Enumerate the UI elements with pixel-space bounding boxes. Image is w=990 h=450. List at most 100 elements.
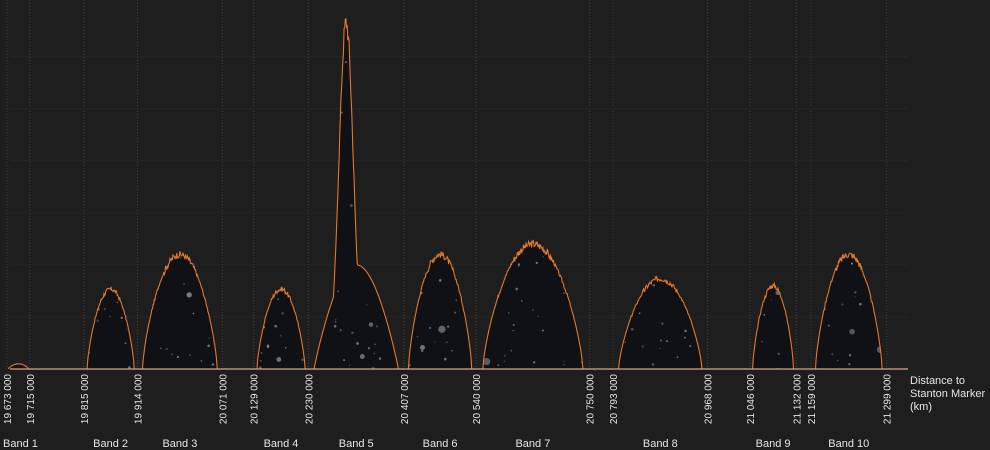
texture-speck bbox=[411, 113, 414, 117]
band-area-8 bbox=[618, 276, 702, 369]
texture-speck bbox=[242, 144, 245, 147]
texture-speck bbox=[592, 154, 595, 158]
band-label-9: Band 9 bbox=[756, 438, 791, 450]
texture-speck bbox=[513, 29, 517, 32]
texture-speck bbox=[339, 329, 342, 332]
texture-speck bbox=[699, 297, 702, 300]
texture-speck bbox=[454, 165, 458, 168]
texture-speck bbox=[757, 239, 761, 242]
texture-speck bbox=[429, 326, 432, 329]
x-tick-labels: 19 673 000 19 715 000 19 815 000 19 914 000… bbox=[3, 374, 894, 424]
texture-speck bbox=[99, 213, 103, 216]
texture-speck bbox=[443, 86, 446, 90]
texture-speck bbox=[256, 325, 259, 328]
texture-speck bbox=[513, 35, 516, 39]
texture-speck bbox=[477, 235, 482, 240]
x-tick-label: 21 132 000 bbox=[792, 374, 803, 424]
band-outline-10 bbox=[814, 252, 883, 370]
texture-speck bbox=[802, 203, 805, 207]
texture-speck bbox=[455, 299, 458, 302]
texture-speck bbox=[864, 169, 867, 173]
texture-speck bbox=[549, 175, 551, 177]
texture-speck bbox=[248, 140, 252, 144]
texture-speck bbox=[583, 117, 587, 120]
texture-speck bbox=[148, 270, 151, 273]
texture-speck bbox=[491, 150, 495, 153]
texture-speck bbox=[197, 53, 199, 56]
texture-speck bbox=[420, 150, 423, 153]
texture-speck bbox=[174, 106, 177, 109]
texture-speck bbox=[60, 48, 63, 52]
texture-speck bbox=[855, 196, 860, 201]
texture-speck bbox=[374, 343, 377, 346]
texture-speck bbox=[590, 36, 594, 40]
texture-speck bbox=[242, 69, 246, 73]
texture-speck bbox=[438, 278, 442, 282]
texture-speck bbox=[398, 208, 400, 210]
texture-speck bbox=[584, 248, 587, 250]
texture-speck bbox=[291, 128, 294, 131]
texture-speck bbox=[179, 256, 182, 259]
texture-speck bbox=[827, 324, 830, 327]
texture-speck bbox=[472, 168, 475, 171]
texture-speck bbox=[621, 299, 625, 303]
texture-speck bbox=[889, 98, 891, 100]
texture-speck bbox=[52, 140, 55, 144]
texture-speck bbox=[368, 322, 374, 327]
texture-speck bbox=[562, 74, 567, 79]
texture-speck bbox=[301, 358, 304, 362]
texture-speck bbox=[334, 318, 337, 321]
texture-speck bbox=[622, 154, 625, 156]
texture-speck bbox=[350, 204, 353, 207]
texture-speck bbox=[318, 22, 321, 24]
texture-speck bbox=[826, 132, 829, 134]
texture-speck bbox=[269, 179, 272, 182]
texture-speck bbox=[638, 312, 641, 315]
texture-speck bbox=[631, 261, 633, 264]
texture-speck bbox=[694, 272, 699, 277]
texture-speck bbox=[569, 279, 573, 282]
texture-speck bbox=[635, 75, 637, 78]
texture-speck bbox=[103, 308, 106, 311]
texture-speck bbox=[906, 237, 909, 240]
texture-speck bbox=[102, 184, 105, 186]
texture-speck bbox=[717, 361, 720, 365]
texture-speck bbox=[333, 324, 337, 328]
texture-speck bbox=[332, 66, 335, 69]
texture-speck bbox=[630, 328, 634, 331]
texture-speck bbox=[316, 247, 320, 250]
texture-speck bbox=[830, 85, 833, 88]
texture-speck bbox=[493, 269, 496, 272]
texture-speck bbox=[165, 347, 168, 351]
texture-speck bbox=[237, 269, 241, 273]
texture-speck bbox=[833, 186, 836, 190]
texture-speck bbox=[134, 90, 136, 93]
texture-speck bbox=[325, 81, 328, 84]
texture-speck bbox=[128, 87, 131, 90]
texture-speck bbox=[563, 292, 565, 294]
texture-speck bbox=[68, 101, 70, 103]
texture-speck bbox=[193, 171, 195, 173]
texture-speck bbox=[709, 177, 712, 180]
texture-speck bbox=[472, 30, 475, 33]
texture-speck bbox=[598, 158, 601, 160]
texture-speck bbox=[330, 155, 334, 159]
texture-speck bbox=[165, 216, 167, 219]
texture-speck bbox=[431, 230, 434, 234]
texture-speck bbox=[761, 63, 763, 65]
texture-speck bbox=[95, 193, 98, 197]
texture-speck bbox=[776, 133, 783, 140]
texture-speck bbox=[709, 113, 712, 116]
x-tick-label: 20 071 000 bbox=[218, 374, 229, 424]
texture-speck bbox=[438, 325, 446, 333]
texture-speck bbox=[356, 131, 359, 134]
texture-speck bbox=[297, 198, 300, 201]
texture-speck bbox=[603, 93, 606, 97]
texture-speck bbox=[425, 152, 429, 156]
texture-speck bbox=[122, 211, 127, 217]
texture-speck bbox=[194, 218, 197, 221]
texture-speck bbox=[401, 93, 404, 96]
texture-speck bbox=[332, 137, 335, 141]
texture-speck bbox=[334, 115, 337, 118]
